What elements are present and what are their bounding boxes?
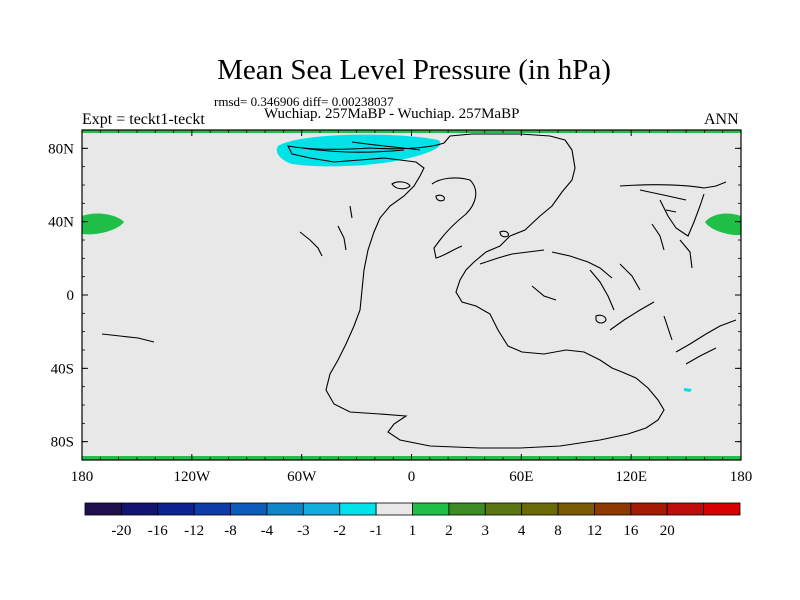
tethys-islands-2 — [531, 263, 641, 311]
south-pacific-islands — [675, 319, 737, 365]
east-asia-island-2 — [659, 193, 705, 237]
small-isle-4 — [435, 194, 445, 202]
east-asia-island-1 — [619, 181, 727, 201]
cimmerian-arc — [609, 301, 673, 341]
x-tick-label: 120W — [173, 469, 211, 485]
experiment-label: Expt = teckt1-teckt — [82, 111, 205, 128]
colorbar-label: -16 — [148, 523, 168, 539]
plot-subtitle: Wuchiap. 257MaBP - Wuchiap. 257MaBP — [264, 106, 520, 122]
colorbar-label: 16 — [623, 523, 639, 539]
colorbar-swatch — [120, 502, 159, 516]
colorbar-label: -1 — [370, 523, 383, 539]
colorbar-label: -20 — [111, 523, 131, 539]
colorbar-label: 4 — [518, 523, 526, 539]
western-islands — [101, 333, 155, 343]
y-tick-label: 80N — [48, 141, 74, 157]
colorbar-swatch — [266, 502, 304, 516]
colorbar-label: 3 — [482, 523, 490, 539]
colorbar-swatch — [484, 502, 523, 516]
y-tick-label: 0 — [67, 288, 75, 304]
cyan-anomaly-north — [276, 134, 441, 167]
colorbar-label: -2 — [333, 523, 346, 539]
colorbar-swatch — [339, 502, 377, 516]
colorbar-label: 2 — [445, 523, 453, 539]
colorbar: -20 -16 -12 -8 -4 -3 -2 -1 1 2 3 4 8 12 16 20 — [84, 502, 741, 539]
x-tick-label: 180 — [71, 469, 94, 485]
east-asia-island-3 — [651, 223, 693, 269]
season-label: ANN — [704, 111, 739, 128]
colorbar-swatch — [630, 502, 668, 516]
colorbar-label: 1 — [409, 523, 417, 539]
x-tick-label: 0 — [408, 469, 416, 485]
colorbar-swatch — [84, 502, 122, 516]
x-tick-label: 60W — [287, 469, 317, 485]
colorbar-label: -12 — [184, 523, 204, 539]
colorbar-swatch — [521, 502, 559, 516]
colorbar-swatch — [594, 502, 632, 516]
y-tick-label: 80S — [51, 435, 74, 451]
tethys-inner-coast — [431, 177, 477, 259]
tethys-islands-1 — [479, 249, 613, 279]
colorbar-swatch — [412, 502, 450, 516]
colorbar-swatch — [448, 502, 486, 516]
colorbar-swatch — [193, 502, 231, 516]
small-isle-3 — [391, 181, 411, 190]
axis-tick-labels: 180 120W 60W 0 60E 120E 180 80N 40N 0 40S 80S — [48, 141, 752, 485]
colorbar-label: -3 — [297, 523, 310, 539]
northern-arc — [301, 141, 421, 153]
colorbar-swatch — [230, 502, 268, 516]
colorbar-label: -8 — [224, 523, 237, 539]
green-anomaly-west — [82, 213, 124, 235]
x-tick-label: 180 — [730, 469, 753, 485]
stats-line: rmsd= 0.346906 diff= 0.00238037 — [214, 94, 394, 109]
colorbar-swatch — [557, 502, 595, 516]
colorbar-label: 8 — [554, 523, 562, 539]
colorbar-swatch — [302, 502, 341, 516]
y-tick-label: 40N — [48, 215, 74, 231]
y-tick-label: 40S — [51, 361, 74, 377]
cyan-anomaly-small — [684, 388, 692, 392]
colorbar-swatch — [157, 502, 195, 516]
pangaea-coastline — [287, 133, 665, 449]
colorbar-label: -4 — [261, 523, 274, 539]
colorbar-swatch — [666, 502, 705, 516]
green-anomaly-east — [705, 213, 741, 236]
colorbar-swatch — [703, 502, 741, 516]
map-field — [82, 130, 741, 460]
panthalassa-islands-west — [299, 205, 353, 257]
coastlines — [101, 133, 737, 449]
x-tick-label: 120E — [615, 469, 647, 485]
small-isle-1 — [595, 314, 607, 324]
colorbar-label: 12 — [587, 523, 602, 539]
axis-ticks — [81, 129, 742, 461]
small-isle-2 — [499, 230, 509, 238]
plot-title: Mean Sea Level Pressure (in hPa) — [217, 54, 611, 86]
x-tick-label: 60E — [509, 469, 533, 485]
colorbar-label: 20 — [660, 523, 675, 539]
colorbar-swatch — [375, 502, 413, 516]
